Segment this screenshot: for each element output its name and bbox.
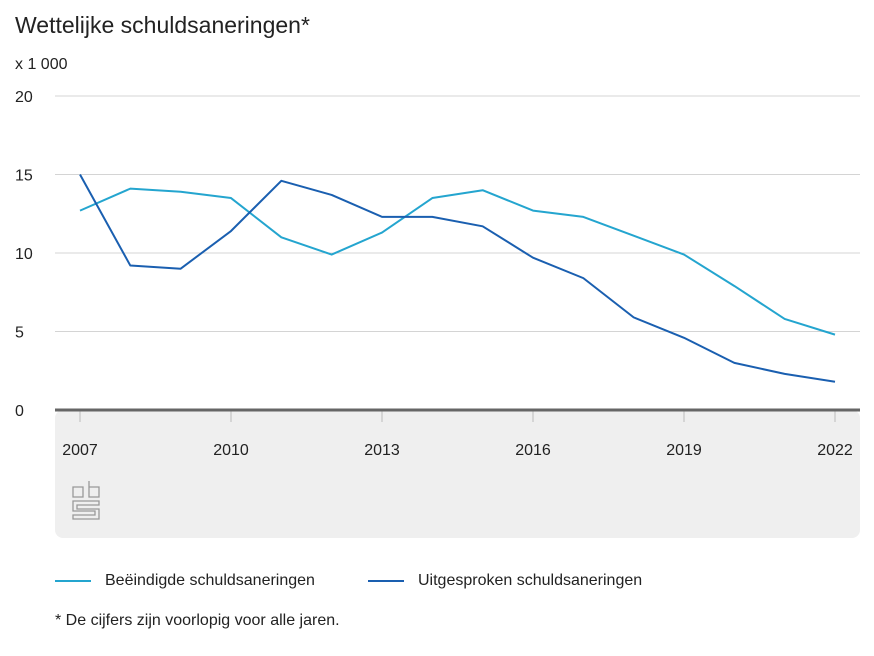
series-line-beeindigde — [79, 187, 836, 336]
y-tick-label: 15 — [15, 168, 33, 185]
cbs-logo-part — [72, 500, 100, 520]
legend-label: Uitgesproken schuldsaneringen — [418, 572, 643, 589]
x-tick-label: 2016 — [515, 442, 551, 459]
x-tick-label: 2007 — [62, 442, 98, 459]
y-tick-label: 20 — [15, 89, 33, 106]
y-tick-label: 5 — [15, 325, 24, 342]
legend-item-beeindigde: Beëindigde schuldsaneringen — [55, 572, 315, 590]
y-tick-label: 10 — [15, 246, 33, 263]
x-axis-panel — [55, 410, 860, 538]
legend-swatch — [368, 580, 404, 582]
y-tick-label: 0 — [15, 403, 24, 420]
legend-swatch — [55, 580, 91, 582]
y-axis-unit: x 1 000 — [15, 56, 68, 73]
x-tick-label: 2019 — [666, 442, 702, 459]
x-tick-label: 2013 — [364, 442, 400, 459]
footnote: * De cijfers zijn voorlopig voor alle ja… — [55, 612, 340, 629]
series-line-uitgesproken — [79, 174, 836, 383]
x-tick-label: 2010 — [213, 442, 249, 459]
x-tick-label: 2022 — [817, 442, 853, 459]
cbs-logo-part — [72, 486, 84, 498]
cbs-logo-part — [88, 481, 100, 498]
legend-label: Beëindigde schuldsaneringen — [105, 572, 315, 589]
chart-title: Wettelijke schuldsaneringen* — [15, 12, 310, 38]
legend-item-uitgesproken: Uitgesproken schuldsaneringen — [368, 572, 642, 590]
cbs-logo-icon — [72, 481, 100, 520]
